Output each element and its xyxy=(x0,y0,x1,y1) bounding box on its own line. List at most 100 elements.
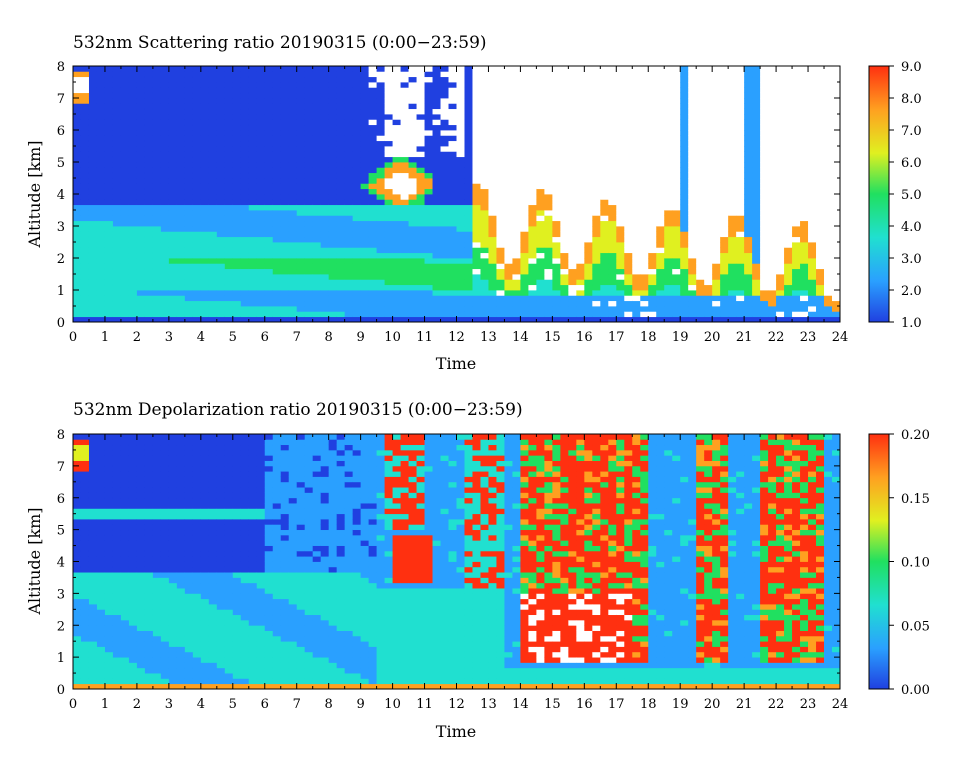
heatmap-cell xyxy=(336,151,346,158)
heatmap-cell xyxy=(504,311,513,318)
heatmap-cell xyxy=(560,114,569,120)
heatmap-cell xyxy=(520,108,529,115)
heatmap-cell xyxy=(216,87,226,94)
heatmap-cell xyxy=(704,295,713,302)
heatmap-cell xyxy=(664,295,673,302)
heatmap-cell xyxy=(704,311,713,318)
x-tick-label: 15 xyxy=(544,330,561,345)
heatmap-cell xyxy=(760,92,769,99)
heatmap-cell xyxy=(160,236,170,243)
heatmap-cell xyxy=(200,76,210,83)
heatmap-cell xyxy=(832,92,841,99)
heatmap-cell xyxy=(424,66,433,72)
heatmap-cell xyxy=(280,295,290,302)
heatmap-cell xyxy=(664,183,673,190)
heatmap-cell xyxy=(352,140,362,147)
heatmap-cell xyxy=(240,156,250,163)
heatmap-cell xyxy=(624,98,633,104)
heatmap-cell xyxy=(304,156,314,163)
heatmap-cell xyxy=(296,135,306,142)
heatmap-cell xyxy=(736,290,745,296)
heatmap-cell xyxy=(192,76,202,83)
heatmap-cell xyxy=(296,71,306,78)
heatmap-cell xyxy=(776,316,785,323)
heatmap-cell xyxy=(608,178,617,184)
heatmap-cell xyxy=(512,92,521,99)
heatmap-cell xyxy=(792,258,801,264)
heatmap-cell xyxy=(464,178,473,184)
heatmap-cell xyxy=(96,231,106,238)
heatmap-cell xyxy=(128,183,138,190)
heatmap-cell xyxy=(120,178,130,184)
heatmap-cell xyxy=(96,172,106,179)
heatmap-cell xyxy=(568,194,577,200)
heatmap-cell xyxy=(544,76,553,83)
heatmap-cell xyxy=(592,151,601,158)
heatmap-cell xyxy=(464,290,473,296)
heatmap-cell xyxy=(520,306,529,312)
heatmap-cell xyxy=(336,236,346,243)
heatmap-cell xyxy=(784,178,793,184)
heatmap-cell xyxy=(184,258,194,264)
heatmap-cell xyxy=(640,156,649,163)
heatmap-cell xyxy=(536,66,545,72)
heatmap-cell xyxy=(584,162,593,168)
heatmap-cell xyxy=(424,295,433,302)
heatmap-cell xyxy=(144,140,154,147)
heatmap-cell xyxy=(616,316,625,323)
heatmap-cell xyxy=(552,172,561,179)
heatmap-cell xyxy=(160,130,170,136)
heatmap-cell xyxy=(464,263,473,270)
heatmap-cell xyxy=(312,194,322,200)
heatmap-cell xyxy=(152,156,162,163)
heatmap-cell xyxy=(688,130,697,136)
heatmap-cell xyxy=(432,215,441,222)
heatmap-cell xyxy=(400,194,409,200)
x-tick-label: 2 xyxy=(133,330,141,345)
heatmap-cell xyxy=(704,114,713,120)
heatmap-cell xyxy=(744,247,753,254)
heatmap-cell xyxy=(488,135,497,142)
heatmap-cell xyxy=(368,268,377,275)
heatmap-cell xyxy=(432,188,441,195)
heatmap-cell xyxy=(464,295,473,302)
heatmap-cell xyxy=(264,311,274,318)
heatmap-cell xyxy=(472,130,481,136)
heatmap-cell xyxy=(592,135,601,142)
heatmap-cell xyxy=(400,311,409,318)
heatmap-cell xyxy=(176,188,186,195)
heatmap-cell xyxy=(520,188,529,195)
heatmap-cell xyxy=(104,673,114,679)
heatmap-cell xyxy=(120,306,130,312)
heatmap-cell xyxy=(520,311,529,318)
heatmap-cell xyxy=(96,465,106,472)
heatmap-cell xyxy=(248,199,258,206)
heatmap-cell xyxy=(256,92,266,99)
heatmap-cell xyxy=(176,316,186,323)
heatmap-cell xyxy=(824,124,833,131)
heatmap-cell xyxy=(584,236,593,243)
heatmap-cell xyxy=(544,92,553,99)
heatmap-cell xyxy=(592,156,601,163)
heatmap-cell xyxy=(728,172,737,179)
heatmap-cell xyxy=(464,215,473,222)
heatmap-cell xyxy=(664,178,673,184)
heatmap-cell xyxy=(280,98,290,104)
heatmap-cell xyxy=(760,263,769,270)
heatmap-cell xyxy=(752,306,761,312)
heatmap-cell xyxy=(720,87,729,94)
heatmap-cell xyxy=(688,146,697,152)
heatmap-cell xyxy=(400,146,409,152)
heatmap-cell xyxy=(176,130,186,136)
heatmap-cell xyxy=(480,258,489,264)
heatmap-cell xyxy=(96,678,106,685)
heatmap-cell xyxy=(128,92,138,99)
heatmap-cell xyxy=(272,130,282,136)
heatmap-cell xyxy=(296,92,306,99)
heatmap-cell xyxy=(440,98,449,104)
heatmap-cell xyxy=(248,311,258,318)
heatmap-cell xyxy=(256,279,266,286)
heatmap-cell xyxy=(96,316,106,323)
heatmap-cell xyxy=(472,204,481,211)
heatmap-cell xyxy=(88,667,98,674)
